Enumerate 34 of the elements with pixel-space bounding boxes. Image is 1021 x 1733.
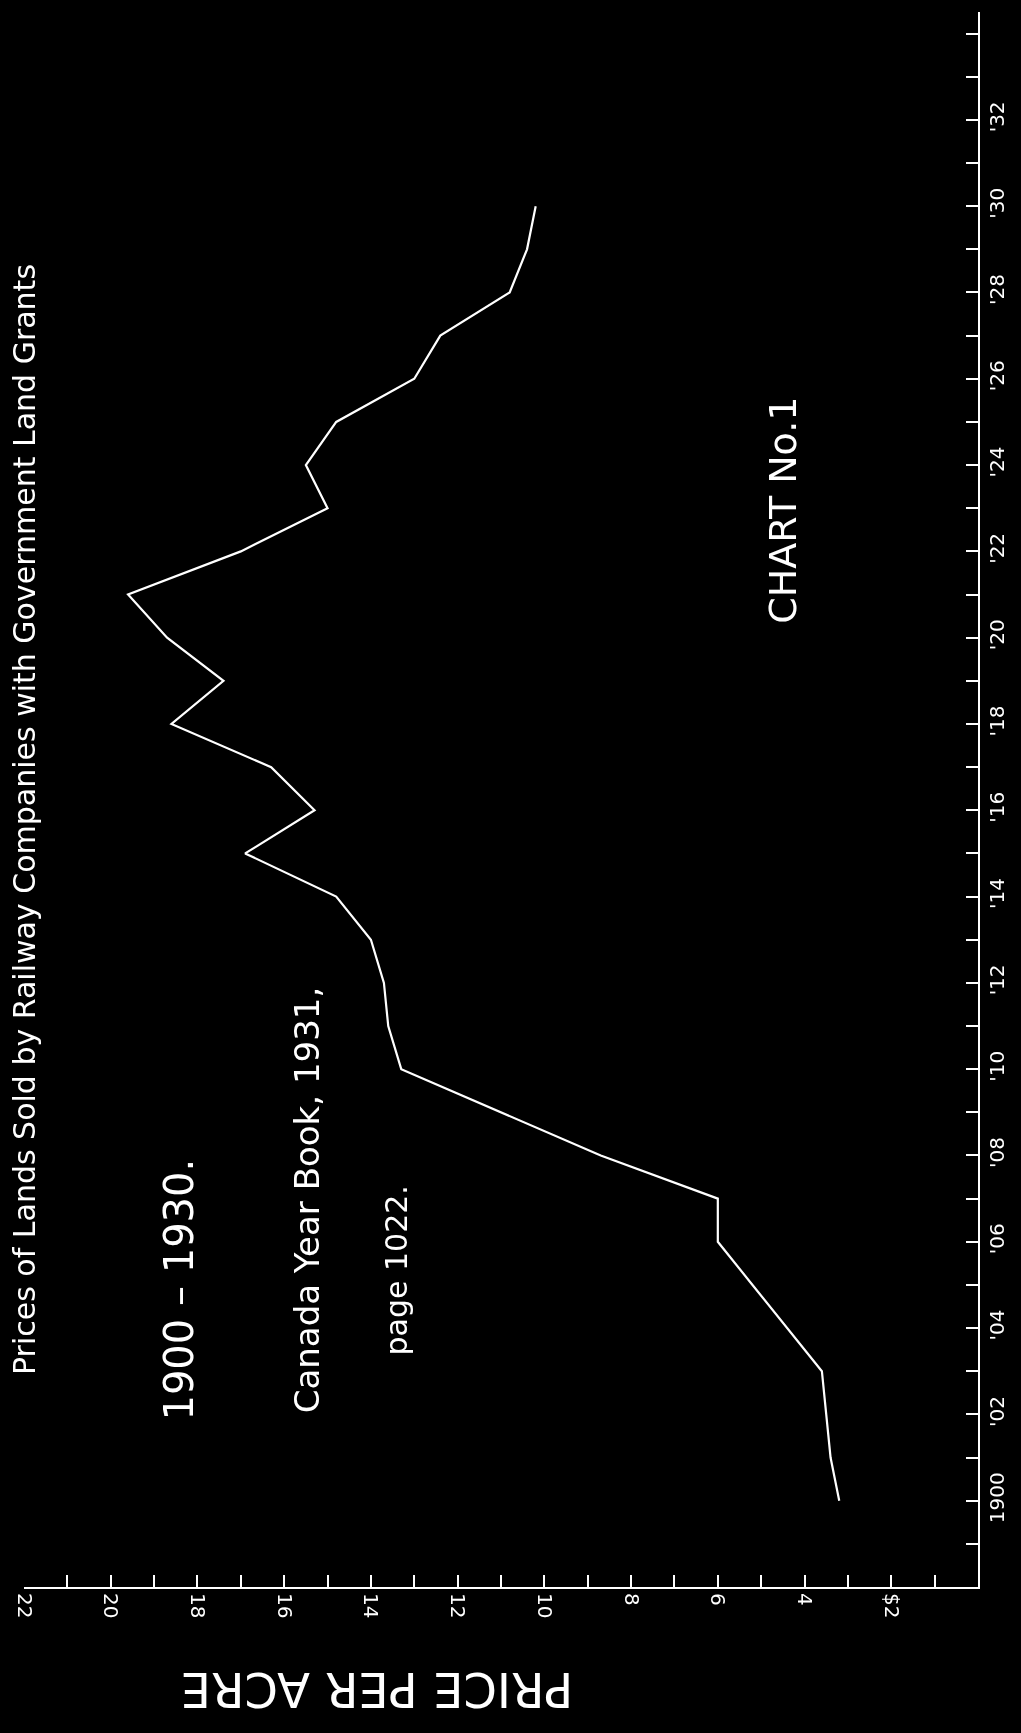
y-tick-label: '22	[985, 532, 1009, 564]
x-tick-label: 22	[12, 1593, 37, 1619]
x-tick-label: 6	[706, 1593, 731, 1606]
text: 1900 – 1930.	[155, 1158, 202, 1421]
y-tick-label: '12	[985, 964, 1009, 996]
y-tick-label: '10	[985, 1050, 1009, 1082]
annotation: Canada Year Book, 1931,	[287, 986, 328, 1414]
y-tick-label: '08	[985, 1137, 1009, 1168]
x-tick-label: 8	[619, 1593, 644, 1606]
y-tick-label: '04	[985, 1309, 1009, 1341]
annotation: CHART No.1	[760, 396, 805, 624]
y-tick-label: '16	[985, 791, 1009, 823]
y-tick-label: '24	[985, 446, 1009, 478]
text: Prices of Lands Sold by Railway Companies with Government Land Grants	[7, 263, 42, 1375]
x-tick-label: 14	[359, 1593, 384, 1619]
x-tick-label: 4	[793, 1593, 818, 1606]
x-tick-label: 12	[446, 1593, 471, 1619]
y-tick-label: '26	[985, 360, 1009, 392]
y-tick-label: '18	[985, 705, 1009, 737]
x-tick-label: 16	[272, 1593, 297, 1619]
y-tick-label: '20	[985, 619, 1009, 651]
x-tick-label: $2	[879, 1593, 904, 1619]
x-tick-label: 10	[532, 1593, 557, 1619]
y-tick-label: '06	[985, 1223, 1009, 1255]
y-tick-label: '14	[985, 878, 1009, 910]
annotation: page 1022.	[379, 1185, 415, 1356]
y-tick-label: '32	[985, 101, 1009, 133]
x-axis-title: PRICE PER ACRE	[180, 1662, 574, 1718]
y-tick-label: 1900	[985, 1472, 1009, 1524]
y-tick-label: '28	[985, 274, 1009, 305]
y-tick-label: '30	[985, 187, 1009, 219]
y-tick-label: '02	[985, 1395, 1009, 1427]
x-tick-label: 20	[99, 1593, 124, 1619]
x-tick-label: 18	[185, 1593, 210, 1619]
